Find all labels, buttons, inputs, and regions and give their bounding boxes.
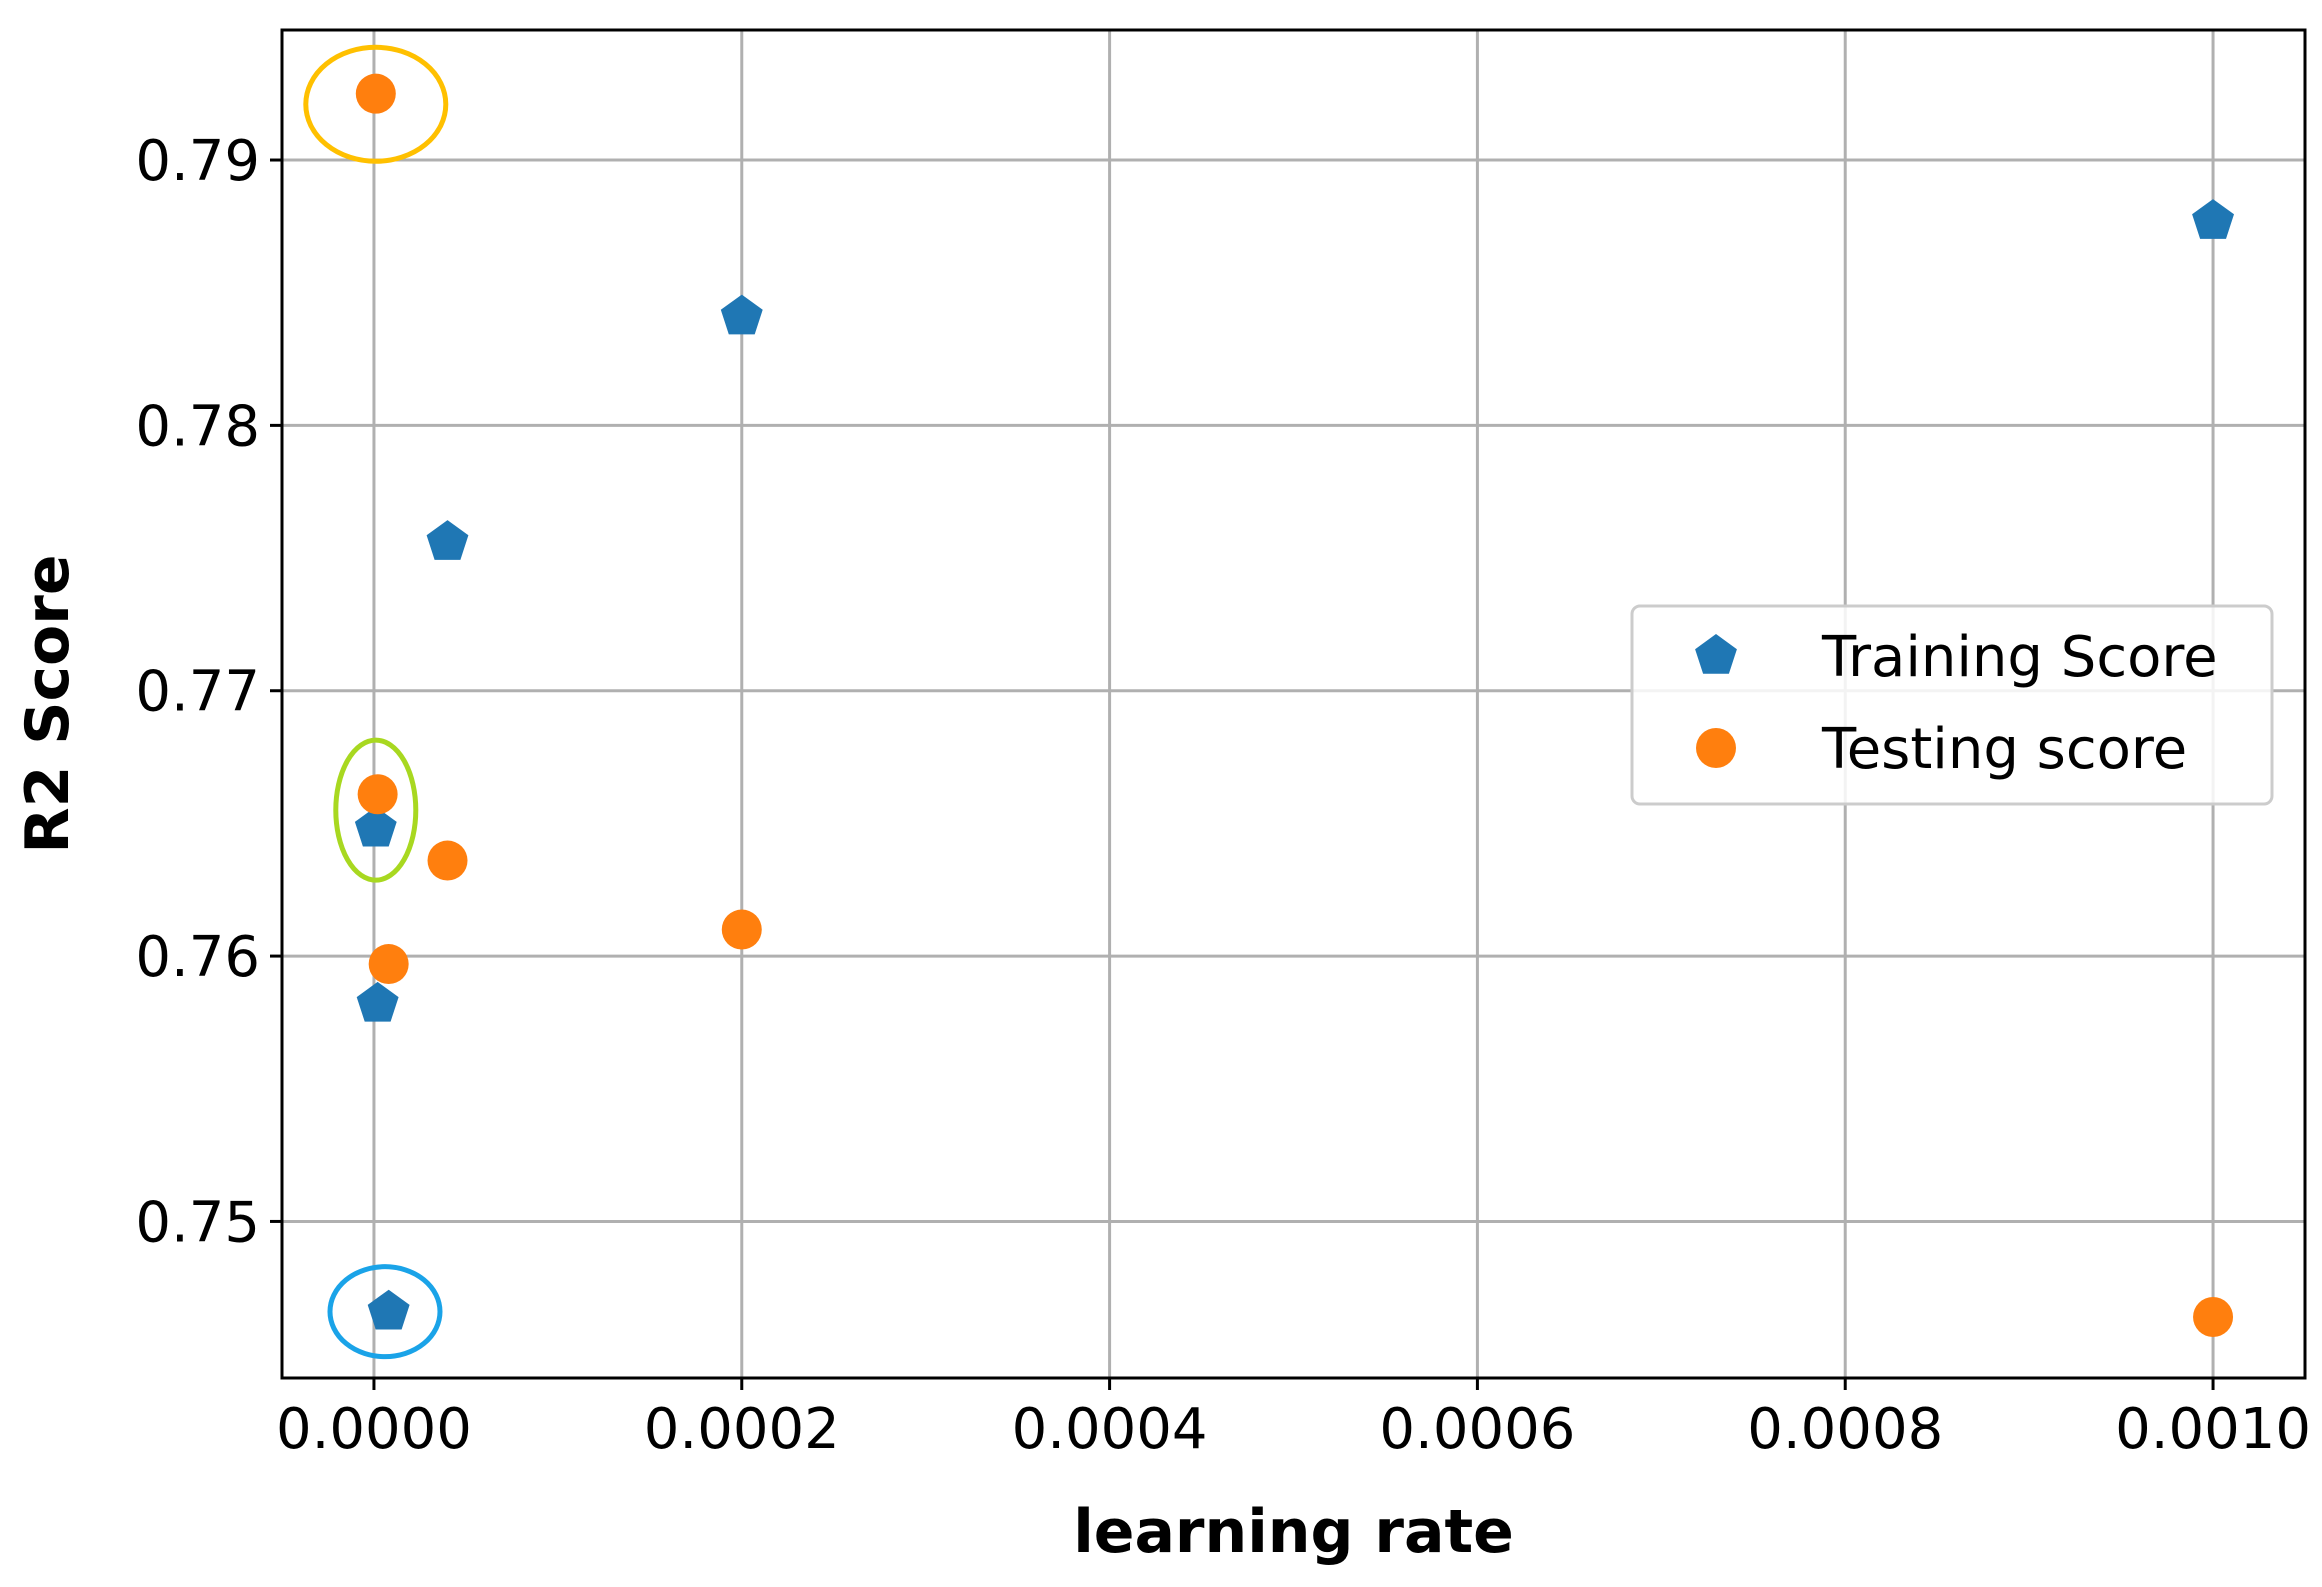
testing-score-point xyxy=(721,909,762,950)
x-axis-title: learning rate xyxy=(1073,1497,1514,1567)
y-tick-label: 0.75 xyxy=(135,1190,260,1255)
highlight-ellipse-best-testing xyxy=(303,44,449,164)
x-axis-ticks: 0.0000 0.0002 0.0004 0.0006 0.0008 0.0010 xyxy=(276,1378,2311,1462)
legend-testing-marker xyxy=(1696,728,1736,768)
training-score-point xyxy=(720,294,763,335)
y-axis-title: R2 Score xyxy=(13,554,83,853)
y-tick-label: 0.76 xyxy=(135,925,260,990)
x-tick-label: 0.0004 xyxy=(1012,1397,1208,1462)
grid-lines xyxy=(282,30,2305,1378)
testing-score-point xyxy=(355,73,396,114)
x-tick-label: 0.0008 xyxy=(1747,1397,1943,1462)
training-score-point xyxy=(426,520,469,560)
y-tick-label: 0.78 xyxy=(135,394,260,459)
highlight-ellipse-worst-training xyxy=(327,1264,443,1360)
highlight-ellipse-balanced xyxy=(333,737,419,883)
y-axis-ticks: 0.75 0.76 0.77 0.78 0.79 xyxy=(135,129,282,1255)
training-score-point xyxy=(367,1289,410,1330)
x-tick-label: 0.0000 xyxy=(276,1397,472,1462)
testing-score-point xyxy=(357,774,398,815)
x-tick-label: 0.0006 xyxy=(1379,1397,1575,1462)
y-tick-label: 0.77 xyxy=(135,660,260,725)
training-score-point xyxy=(354,806,397,847)
legend: Training Score Testing score xyxy=(1630,604,2274,806)
highlight-ellipses xyxy=(303,44,449,1360)
training-score-point xyxy=(356,981,399,1022)
testing-score-point xyxy=(427,840,468,881)
legend-label: Testing score xyxy=(1821,717,2187,782)
legend-label: Training Score xyxy=(1821,625,2218,690)
testing-score-point xyxy=(368,944,409,985)
legend-box xyxy=(1630,604,2274,806)
data-points xyxy=(354,73,2234,1337)
training-score-point xyxy=(2192,199,2234,239)
x-tick-label: 0.0010 xyxy=(2115,1397,2311,1462)
x-tick-label: 0.0002 xyxy=(644,1397,840,1462)
legend-training-marker xyxy=(1695,634,1737,674)
y-tick-label: 0.79 xyxy=(135,129,260,194)
testing-score-point xyxy=(2193,1296,2234,1337)
plot-frame xyxy=(280,28,2307,1380)
